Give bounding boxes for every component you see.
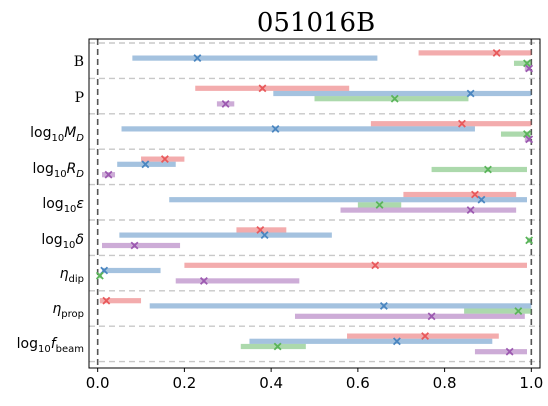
interval-bar-red <box>418 50 532 56</box>
interval-bar-green <box>240 343 306 350</box>
interval-bar-green <box>314 96 469 102</box>
ylabel-p: P <box>75 90 84 106</box>
interval-bar-blue <box>132 55 378 61</box>
interval-bar-blue <box>119 232 332 238</box>
interval-bar-red <box>141 156 185 162</box>
best-marker-red <box>471 190 479 199</box>
best-marker-green <box>514 307 523 316</box>
interval-bar-green <box>513 60 532 66</box>
x-tick-label: 0.6 <box>346 374 370 392</box>
interval-bar-red <box>184 262 527 268</box>
best-marker-red <box>258 84 267 93</box>
interval-bar-purple <box>294 313 525 319</box>
row-separators <box>89 42 540 363</box>
interval-bar-red <box>347 333 499 339</box>
interval-bar-blue <box>273 90 532 97</box>
chart-title: 051016B <box>257 8 375 38</box>
best-marker-blue <box>379 301 388 310</box>
best-marker-green <box>390 94 399 103</box>
best-marker-purple <box>199 276 208 285</box>
best-marker-purple <box>525 135 534 144</box>
best-marker-green <box>523 130 531 139</box>
interval-bar-blue <box>169 197 527 203</box>
interval-bar-purple <box>102 242 181 249</box>
best-marker-purple <box>525 64 534 73</box>
interval-bar-blue <box>249 338 493 344</box>
best-marker-blue <box>466 89 475 98</box>
ylabel-eta-dip: ηdip <box>60 266 84 285</box>
ylabel-b: B <box>74 54 84 70</box>
ylabel-eta-prop: ηprop <box>52 301 84 320</box>
interval-bar-red <box>403 191 517 198</box>
x-tick-label: 0.0 <box>86 374 110 392</box>
best-marker-blue <box>141 160 150 169</box>
plot-frame <box>88 38 541 369</box>
interval-bar-purple <box>175 278 300 284</box>
interval-bar-green <box>464 308 532 314</box>
best-marker-blue <box>260 231 269 240</box>
best-marker-purple <box>221 99 230 108</box>
best-marker-red <box>371 261 380 270</box>
best-marker-blue <box>271 124 280 133</box>
interval-bar-red <box>195 85 350 91</box>
best-marker-blue <box>193 54 202 63</box>
x-tick-label: 1.0 <box>519 374 543 392</box>
interval-bar-purple <box>474 349 527 355</box>
x-axis-ticks: 0.0 0.2 0.4 0.6 0.8 1.0 <box>86 368 543 392</box>
best-marker-purple <box>130 241 139 250</box>
best-marker-red <box>421 332 430 341</box>
interval-bar-red <box>99 298 142 304</box>
x-tick-label: 0.4 <box>259 374 283 392</box>
interval-bar-blue <box>121 126 475 132</box>
interval-bar-green <box>431 166 527 173</box>
best-marker-green <box>525 236 534 245</box>
best-marker-green <box>484 165 492 174</box>
best-marker-red <box>102 296 111 305</box>
ylabel-log-md: log10MD <box>30 125 84 144</box>
best-marker-red <box>492 48 501 57</box>
best-marker-green <box>273 342 282 351</box>
interval-bar-purple <box>340 207 517 213</box>
interval-bar-green <box>500 131 532 137</box>
best-marker-purple <box>104 170 113 179</box>
best-marker-green <box>523 59 531 68</box>
best-marker-green <box>375 200 384 209</box>
best-marker-blue <box>477 195 486 204</box>
best-marker-purple <box>427 312 436 321</box>
best-fit-markers <box>95 48 534 356</box>
x-tick-label: 0.2 <box>172 374 196 392</box>
ylabel-log-rd: log10RD <box>32 161 84 180</box>
x-tick-label: 0.8 <box>433 374 457 392</box>
interval-bar-blue <box>102 267 161 274</box>
best-marker-red <box>458 119 466 128</box>
best-marker-red <box>160 155 169 164</box>
best-marker-blue <box>392 337 401 346</box>
best-marker-purple <box>505 347 514 356</box>
best-marker-green <box>95 271 104 280</box>
best-marker-purple <box>466 206 475 215</box>
interval-bar-blue <box>149 303 532 309</box>
interval-bar-red <box>370 121 532 127</box>
